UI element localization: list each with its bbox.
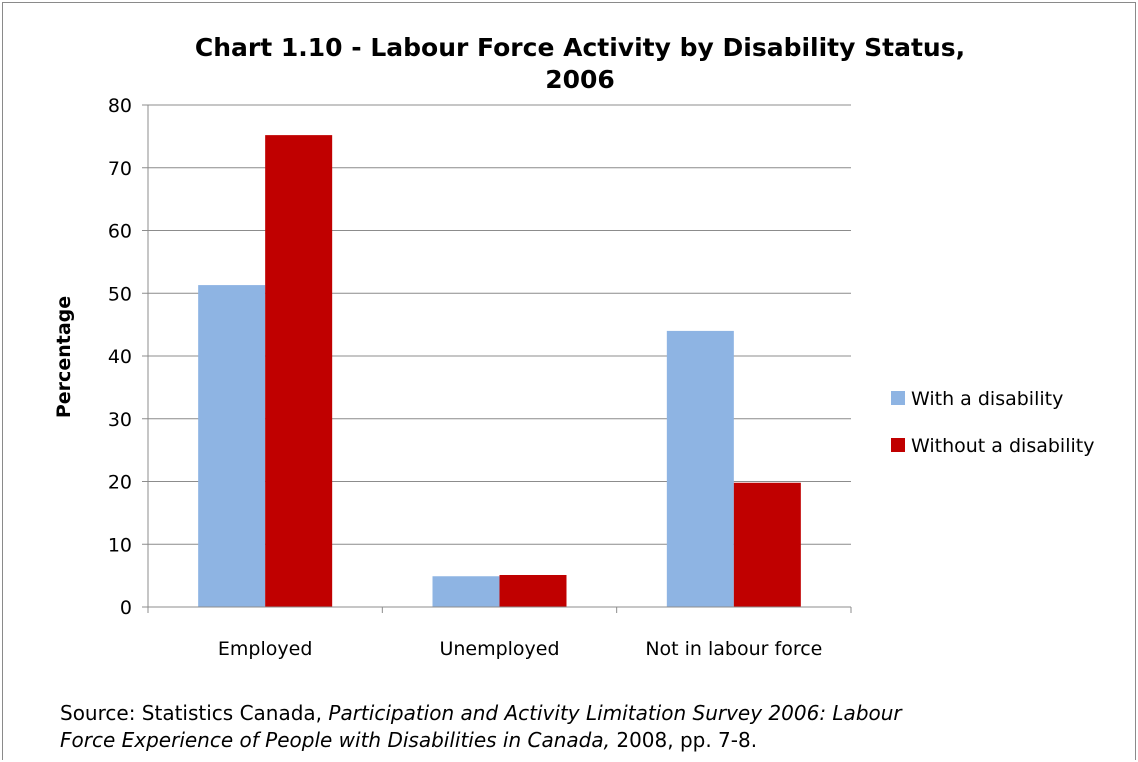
legend-label: With a disability — [911, 388, 1063, 410]
x-tick-label: Not in labour force — [645, 638, 822, 660]
x-tick-label: Employed — [218, 638, 312, 660]
axes — [142, 104, 852, 613]
y-tick-label: 20 — [108, 472, 132, 494]
bars — [198, 135, 801, 607]
y-axis-label: Percentage — [53, 296, 75, 418]
bar-with-disability — [666, 330, 734, 607]
y-tick-label: 30 — [108, 409, 132, 431]
legend-swatch — [891, 391, 905, 405]
y-tick-label: 0 — [120, 597, 132, 619]
y-tick-labels: 0 10 20 30 40 50 60 70 80 — [108, 95, 132, 619]
x-tick-label: Unemployed — [439, 638, 559, 660]
legend: With a disability Without a disability — [891, 388, 1094, 457]
chart-title: Chart 1.10 - Labour Force Activity by Di… — [0, 32, 1138, 96]
y-tick-label: 10 — [108, 534, 132, 556]
source-prefix: Source: Statistics Canada, — [60, 701, 329, 725]
chart-title-line2: 2006 — [545, 65, 615, 94]
source-title-part2: Force Experience of People with Disabili… — [60, 728, 610, 752]
source-suffix: 2008, pp. 7-8. — [609, 728, 758, 752]
legend-label: Without a disability — [911, 435, 1094, 457]
y-tick-label: 50 — [108, 283, 132, 305]
legend-swatch — [891, 438, 905, 452]
x-tick-labels: Employed Unemployed Not in labour force — [218, 638, 822, 660]
bar-with-disability — [198, 285, 266, 607]
bar-without-disability — [499, 574, 567, 607]
source-title-part1: Participation and Activity Limitation Su… — [328, 701, 902, 725]
chart-title-line1: Chart 1.10 - Labour Force Activity by Di… — [194, 33, 966, 62]
bar-without-disability — [265, 135, 333, 607]
bar-without-disability — [733, 482, 801, 607]
y-tick-label: 60 — [108, 221, 132, 243]
bar-chart: 0 10 20 30 40 50 60 70 80 Employed Unemployed Not … — [53, 95, 1094, 660]
bar-with-disability — [432, 576, 500, 607]
y-tick-label: 80 — [108, 95, 132, 117]
y-tick-label: 70 — [108, 158, 132, 180]
y-tick-label: 40 — [108, 346, 132, 368]
source-note: Source: Statistics Canada, Participation… — [60, 700, 1120, 754]
